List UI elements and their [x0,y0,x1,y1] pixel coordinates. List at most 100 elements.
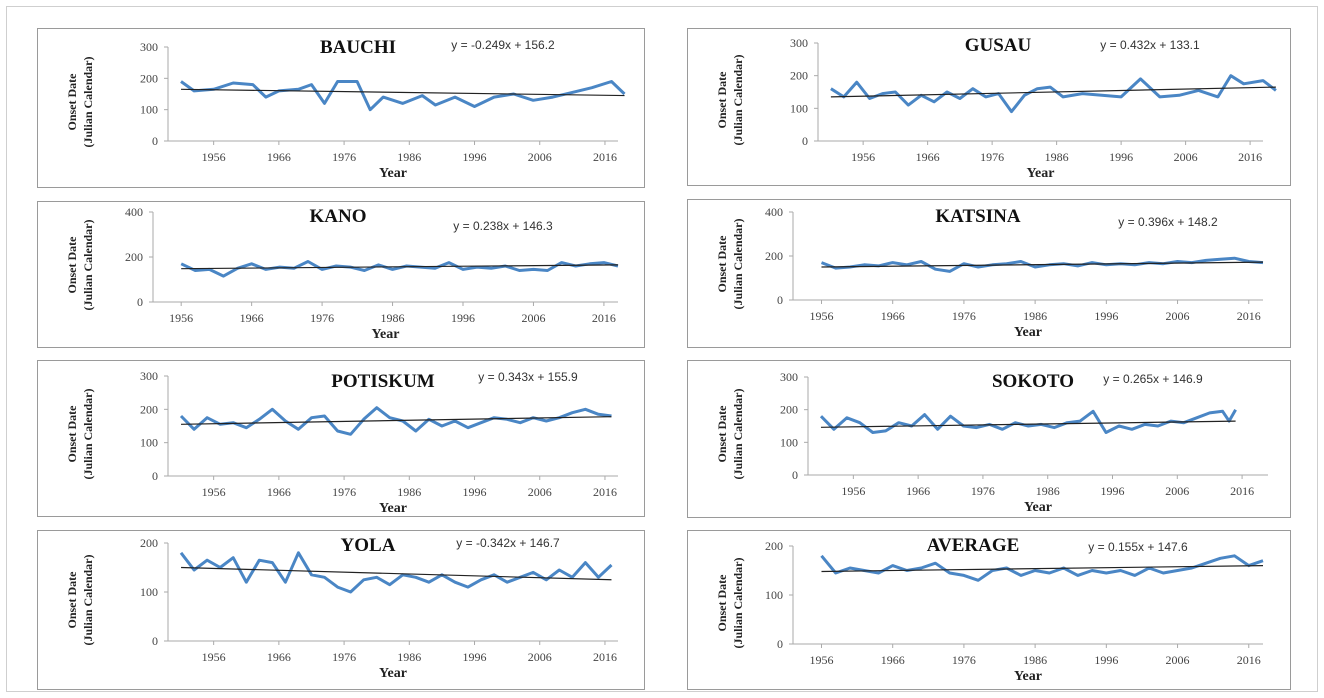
x-tick-label: 1966 [881,653,905,667]
chart-title: KATSINA [935,206,1020,227]
y-tick-label: 100 [140,585,158,599]
chart-panel-sokoto: 300 200 100 0 1956 1966 1976 1986 1996 2006 2016 Ye… [687,360,1291,518]
trend-line [181,88,625,97]
y-axis-title: (Julian Calendar) [731,218,745,309]
y-tick-label: 100 [790,101,808,115]
chart-title: BAUCHI [320,37,396,58]
y-tick-label: 0 [777,637,783,651]
trend-equation: y = 0.238x + 146.3 [453,219,553,233]
x-tick-label: 2016 [1230,484,1254,498]
figure-frame [6,6,1318,692]
chart-svg-katsina: 400 200 0 1956 1966 1976 1986 1996 2006 2016 Year O… [715,205,1264,340]
trend-line [821,261,1264,268]
x-tick-label: 1956 [809,309,833,323]
chart-title: GUSAU [965,35,1032,56]
x-tick-label: 1986 [1023,309,1047,323]
onset-series-line [179,551,613,594]
y-tick-label: 200 [140,402,158,416]
chart-panel-bauchi: 300 200 100 0 1956 1966 1976 1986 1996 2006 2016 Ye… [37,28,645,188]
x-tick-label: 2016 [1238,150,1262,164]
y-axis-title: Onset Date [65,405,79,463]
trend-line [830,86,1276,98]
trend-line [821,565,1264,573]
x-tick-label: 1996 [463,485,487,499]
trend-line [181,264,619,270]
x-tick-label: 1956 [202,485,226,499]
x-axis-title: Year [1014,325,1042,340]
x-tick-label: 1986 [397,650,421,664]
y-axis-title: (Julian Calendar) [81,219,95,310]
chart-svg-yola: 200 100 0 1956 1966 1976 1986 1996 2006 2016 Year O… [65,535,618,681]
x-tick-label: 1956 [841,484,865,498]
chart-panel-average: 200 100 0 1956 1966 1976 1986 1996 2006 2016 Year O… [687,530,1291,690]
chart-svg-gusau: 300 200 100 0 1956 1966 1976 1986 1996 2006 2016 Ye… [715,35,1277,181]
y-axis-title: Onset Date [715,235,729,293]
x-axis-title: Year [1014,669,1042,684]
x-tick-label: 1976 [310,311,334,325]
x-tick-label: 2006 [1166,653,1190,667]
x-tick-label: 1976 [952,653,976,667]
y-tick-label: 100 [780,435,798,449]
x-tick-label: 2006 [528,150,552,164]
x-tick-label: 2006 [1166,309,1190,323]
trend-equation: y = -0.249x + 156.2 [451,38,555,52]
y-tick-label: 0 [137,295,143,309]
x-tick-label: 1996 [1094,653,1118,667]
x-axis-title: Year [1027,166,1055,181]
y-tick-label: 200 [125,250,143,264]
chart-svg-potiskum: 300 200 100 0 1956 1966 1976 1986 1996 2006 2016 Ye… [65,369,618,516]
trend-equation: y = 0.432x + 133.1 [1100,38,1200,52]
x-tick-label: 1966 [267,150,291,164]
x-tick-label: 2016 [1237,653,1261,667]
x-tick-label: 1976 [332,150,356,164]
x-axis-title: Year [1024,500,1052,515]
y-tick-label: 0 [802,134,808,148]
y-tick-label: 0 [777,293,783,307]
x-tick-label: 1996 [1094,309,1118,323]
x-tick-label: 1996 [1101,484,1125,498]
x-tick-label: 1956 [809,653,833,667]
y-axis-title: (Julian Calendar) [731,54,745,145]
x-tick-label: 1956 [169,311,193,325]
chart-title: AVERAGE [927,535,1020,556]
chart-panel-gusau: 300 200 100 0 1956 1966 1976 1986 1996 2006 2016 Ye… [687,28,1291,186]
x-tick-label: 1956 [202,650,226,664]
y-tick-label: 100 [140,103,158,117]
x-axis-title: Year [379,501,407,516]
trend-equation: y = 0.396x + 148.2 [1118,215,1218,229]
chart-title: POTISKUM [331,371,435,392]
y-tick-label: 0 [152,634,158,648]
x-axis-title: Year [379,166,407,181]
x-tick-label: 2006 [528,485,552,499]
x-axis-title: Year [372,327,400,342]
chart-title: SOKOTO [992,371,1074,392]
y-tick-label: 200 [780,403,798,417]
chart-panel-kano: 400 200 0 1956 1966 1976 1986 1996 2006 2016 Year O… [37,201,645,348]
chart-panel-potiskum: 300 200 100 0 1956 1966 1976 1986 1996 2006 2016 Ye… [37,360,645,517]
y-tick-label: 200 [140,536,158,550]
onset-series-line [820,554,1264,582]
y-axis-title: Onset Date [65,236,79,294]
x-tick-label: 2006 [1174,150,1198,164]
y-axis-title: (Julian Calendar) [81,56,95,147]
x-tick-label: 1966 [267,485,291,499]
y-tick-label: 0 [152,134,158,148]
x-tick-label: 2016 [592,311,616,325]
x-tick-label: 1976 [980,150,1004,164]
trend-equation: y = -0.342x + 146.7 [456,536,560,550]
y-axis-title: (Julian Calendar) [731,557,745,648]
chart-title: YOLA [341,535,396,556]
onset-series-line [180,80,626,112]
trend-line [820,420,1236,428]
trend-equation: y = 0.343x + 155.9 [478,370,578,384]
x-tick-label: 1976 [952,309,976,323]
x-tick-label: 2006 [521,311,545,325]
x-tick-label: 1986 [397,150,421,164]
y-tick-label: 300 [790,36,808,50]
x-tick-label: 1996 [463,150,487,164]
onset-series-line [180,260,619,278]
y-tick-label: 400 [125,205,143,219]
x-tick-label: 1986 [397,485,421,499]
y-tick-label: 400 [765,205,783,219]
chart-svg-sokoto: 300 200 100 0 1956 1966 1976 1986 1996 2006 2016 Ye… [715,370,1268,515]
